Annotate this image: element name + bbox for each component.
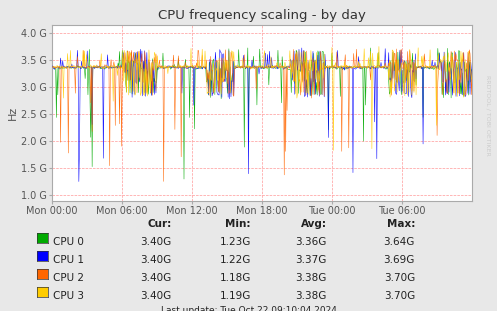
Text: CPU 1: CPU 1 bbox=[53, 255, 84, 265]
Text: RRDTOOL / TOBI OETIKER: RRDTOOL / TOBI OETIKER bbox=[486, 75, 491, 156]
Text: 3.38G: 3.38G bbox=[296, 291, 327, 301]
Text: 3.40G: 3.40G bbox=[140, 291, 171, 301]
Text: 1.23G: 1.23G bbox=[220, 237, 251, 247]
Text: Min:: Min: bbox=[226, 219, 251, 229]
Text: 3.64G: 3.64G bbox=[384, 237, 415, 247]
Text: 3.70G: 3.70G bbox=[384, 273, 415, 283]
Text: CPU 2: CPU 2 bbox=[53, 273, 84, 283]
Text: 3.40G: 3.40G bbox=[140, 273, 171, 283]
Text: 1.18G: 1.18G bbox=[220, 273, 251, 283]
Y-axis label: Hz: Hz bbox=[8, 106, 18, 120]
Text: 1.22G: 1.22G bbox=[220, 255, 251, 265]
Text: Avg:: Avg: bbox=[301, 219, 327, 229]
Text: Cur:: Cur: bbox=[147, 219, 171, 229]
Text: 3.38G: 3.38G bbox=[296, 273, 327, 283]
Text: 3.70G: 3.70G bbox=[384, 291, 415, 301]
Text: 3.69G: 3.69G bbox=[384, 255, 415, 265]
Text: Max:: Max: bbox=[387, 219, 415, 229]
Text: 1.19G: 1.19G bbox=[220, 291, 251, 301]
Text: 3.36G: 3.36G bbox=[296, 237, 327, 247]
Text: 3.37G: 3.37G bbox=[296, 255, 327, 265]
Text: 3.40G: 3.40G bbox=[140, 255, 171, 265]
Text: Last update: Tue Oct 22 09:10:04 2024: Last update: Tue Oct 22 09:10:04 2024 bbox=[161, 306, 336, 311]
Text: CPU 3: CPU 3 bbox=[53, 291, 84, 301]
Text: CPU 0: CPU 0 bbox=[53, 237, 84, 247]
Text: 3.40G: 3.40G bbox=[140, 237, 171, 247]
Title: CPU frequency scaling - by day: CPU frequency scaling - by day bbox=[158, 9, 366, 22]
